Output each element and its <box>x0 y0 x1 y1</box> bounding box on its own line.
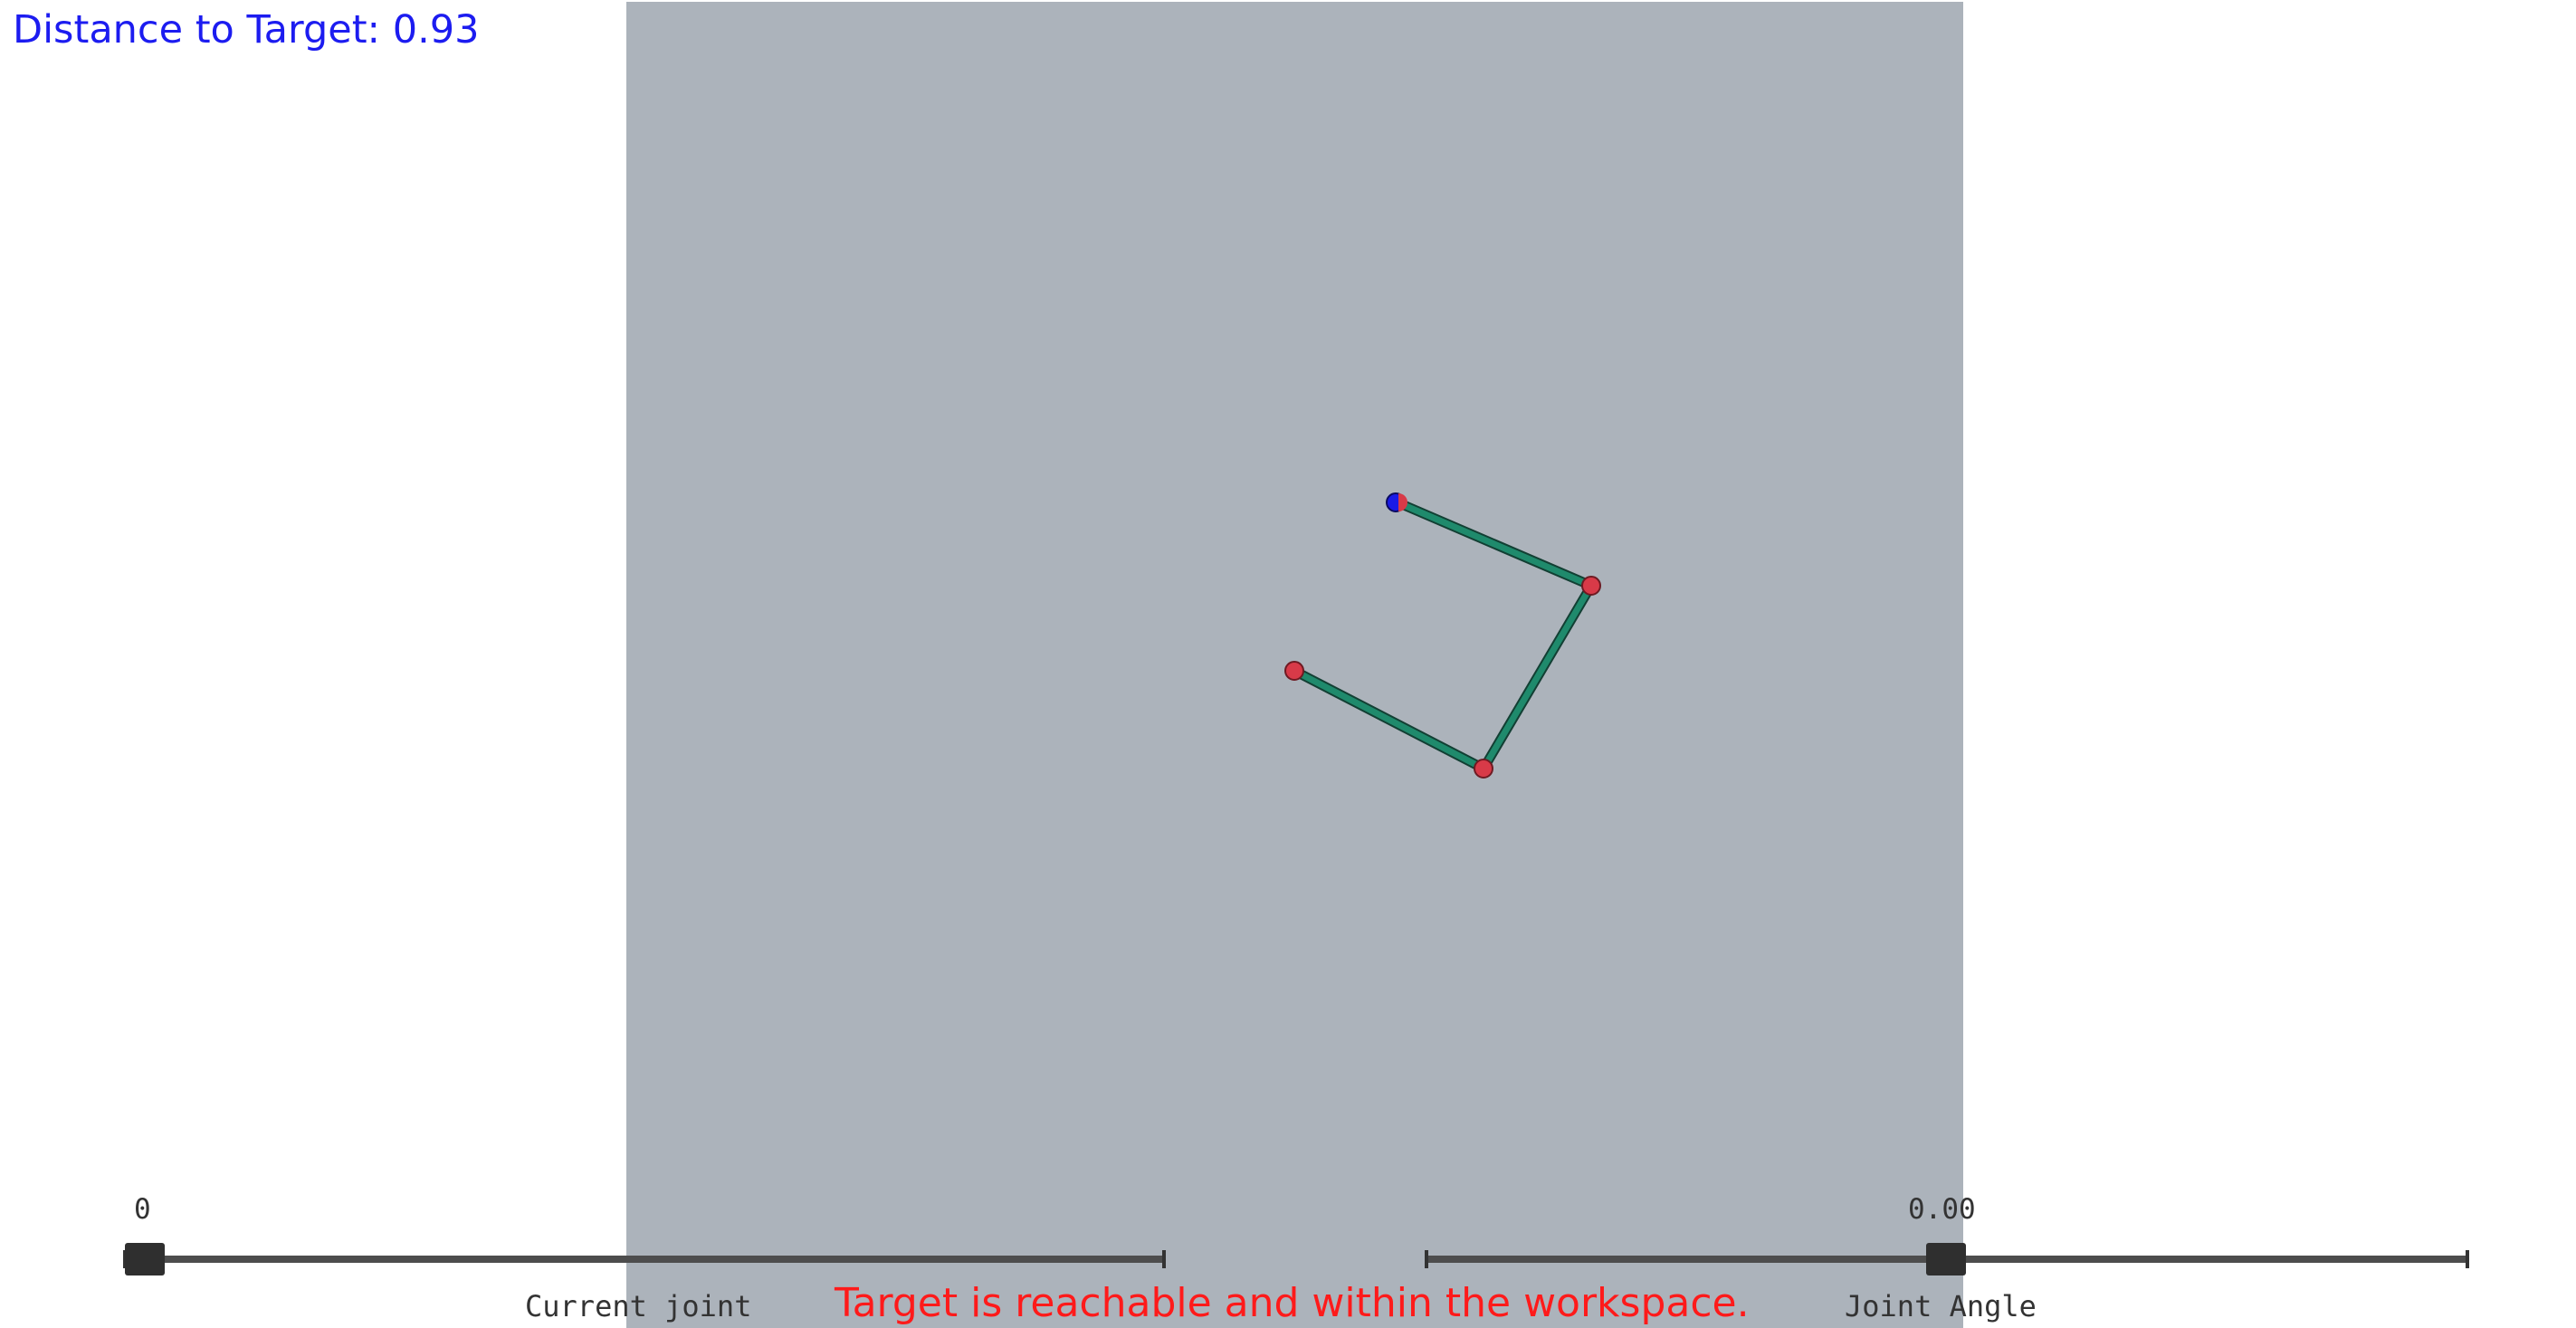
joint-angle-value: 0.00 <box>1908 1193 1976 1226</box>
joint-2 <box>1581 576 1601 596</box>
arm-link-1-fill <box>1291 667 1487 772</box>
arm-joints <box>1284 492 1601 779</box>
current-joint-track-end <box>1162 1250 1166 1268</box>
joint-angle-handle[interactable] <box>1926 1243 1966 1275</box>
current-joint-track[interactable] <box>125 1256 1164 1263</box>
base-joint <box>1284 661 1304 681</box>
current-joint-handle[interactable] <box>125 1243 165 1275</box>
arm-links <box>1289 497 1597 774</box>
joint-angle-track-end <box>2466 1250 2469 1268</box>
joint-angle-label: Joint Angle <box>1845 1289 2037 1323</box>
reachability-status-message: Target is reachable and within the works… <box>835 1280 1750 1326</box>
arm-link-2-fill <box>1480 582 1595 772</box>
current-joint-value: 0 <box>134 1193 151 1226</box>
joint-angle-track-start <box>1425 1250 1428 1268</box>
current-joint-label: Current joint <box>525 1289 752 1323</box>
distance-to-target-readout: Distance to Target: 0.93 <box>13 7 480 53</box>
end-effector <box>1398 493 1407 511</box>
joint-1 <box>1474 759 1493 779</box>
arm-link-3-fill <box>1394 499 1595 589</box>
